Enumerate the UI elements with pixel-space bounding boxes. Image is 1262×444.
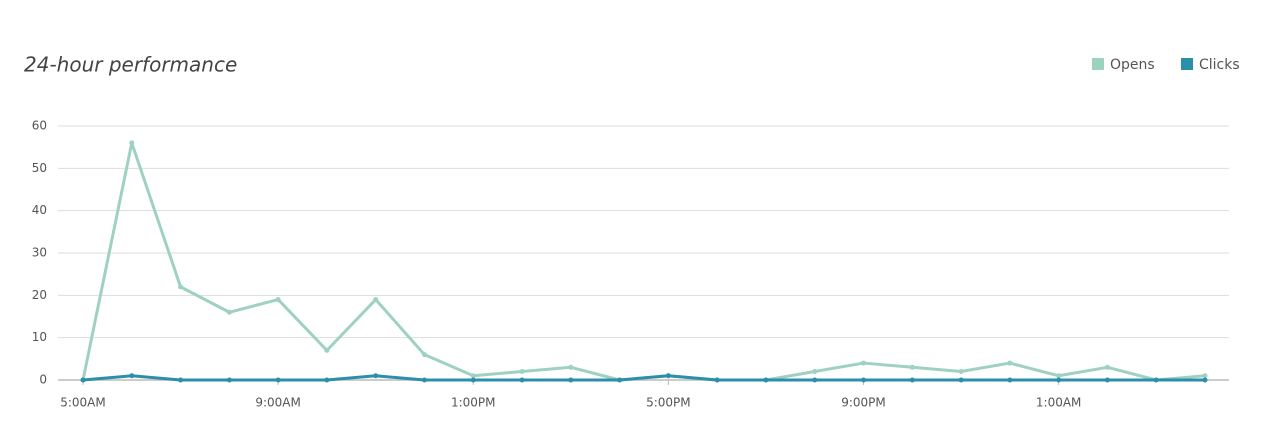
legend-label: Opens [1110,57,1155,73]
legend-swatch[interactable] [1092,58,1104,70]
data-point [763,377,769,383]
data-point [1202,373,1208,379]
x-tick-label: 1:00PM [451,396,496,410]
data-point [421,352,427,358]
data-point [1007,360,1013,366]
data-point [80,377,86,383]
data-point [568,377,574,383]
y-tick-label: 0 [39,373,47,387]
data-point [129,373,135,379]
y-tick-label: 10 [32,330,47,344]
chart-title: 24-hour performance [24,53,237,77]
data-point [178,377,184,383]
data-point [178,284,184,290]
data-point [861,360,867,366]
data-point [421,377,427,383]
data-point [1056,377,1062,383]
x-tick-label: 9:00PM [841,396,886,410]
y-tick-label: 30 [32,246,47,260]
data-point [812,377,818,383]
x-tick-label: 5:00AM [60,396,106,410]
y-tick-label: 50 [32,161,47,175]
data-point [1007,377,1013,383]
y-tick-label: 40 [32,203,47,217]
series-line [81,141,1206,382]
data-point [470,377,476,383]
data-point [129,140,135,146]
data-point [226,377,232,383]
data-point [324,377,330,383]
x-tick-label: 9:00AM [255,396,301,410]
series-line [82,374,1205,382]
x-tick-label: 1:00AM [1036,396,1082,410]
data-point [275,377,281,383]
data-point [519,377,525,383]
data-point [617,377,623,383]
data-point [909,377,915,383]
data-point [665,373,671,379]
data-point [861,377,867,383]
data-point [373,373,379,379]
y-tick-label: 60 [32,119,47,133]
data-point [714,377,720,383]
data-point [958,377,964,383]
data-point [909,364,915,370]
data-point [324,347,330,353]
data-point [470,373,476,379]
data-point [568,364,574,370]
data-point [812,369,818,375]
data-point [1056,373,1062,379]
data-point [1202,377,1208,383]
y-tick-label: 20 [32,288,47,302]
data-point [373,297,379,303]
data-point [958,369,964,375]
data-point [226,309,232,315]
data-point [1104,364,1110,370]
data-point [275,297,281,303]
data-point [519,369,525,375]
x-tick-label: 5:00PM [646,396,691,410]
data-point [1153,377,1159,383]
legend-swatch[interactable] [1181,58,1193,70]
data-point [1104,377,1110,383]
legend-label: Clicks [1199,57,1240,73]
